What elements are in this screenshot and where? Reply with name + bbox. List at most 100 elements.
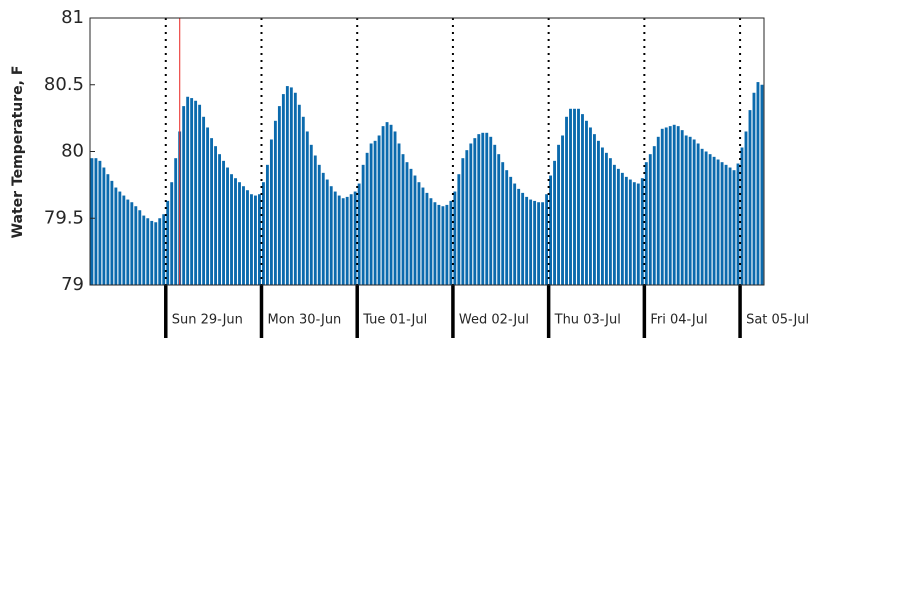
bar — [509, 176, 513, 285]
bar — [708, 154, 712, 285]
bar — [146, 218, 150, 285]
bar — [740, 147, 744, 285]
bar — [293, 92, 297, 285]
bar — [114, 187, 118, 285]
bar — [581, 114, 584, 286]
bar — [537, 202, 541, 285]
bar — [513, 183, 517, 285]
bar — [644, 162, 648, 285]
bar — [226, 167, 229, 285]
bar — [218, 154, 221, 285]
x-tick-label: Wed 02-Jul — [459, 313, 529, 328]
bar — [309, 144, 313, 285]
bar — [261, 182, 265, 285]
bar — [230, 174, 233, 285]
bar — [736, 163, 740, 285]
bar — [604, 152, 608, 285]
bar — [234, 178, 237, 285]
bar — [126, 199, 130, 285]
bar — [533, 200, 537, 285]
bar — [696, 143, 700, 285]
bar — [608, 158, 612, 285]
bar — [102, 167, 106, 285]
bar — [106, 174, 110, 285]
bar — [397, 143, 401, 285]
bar — [401, 154, 405, 285]
bar — [369, 143, 373, 285]
bar — [194, 100, 198, 286]
bar — [620, 172, 624, 285]
bar — [417, 182, 421, 285]
bar — [90, 158, 94, 285]
bar — [700, 148, 704, 285]
bar — [202, 116, 206, 285]
bar — [680, 130, 684, 285]
bar — [277, 106, 281, 285]
bar — [441, 206, 445, 285]
bar — [756, 82, 760, 285]
bar — [413, 175, 417, 285]
bar — [437, 204, 441, 285]
bar — [664, 127, 668, 285]
bar — [585, 120, 588, 285]
bar — [273, 120, 277, 285]
bar — [250, 194, 253, 285]
bar — [505, 170, 509, 285]
bar — [656, 136, 660, 285]
bar — [553, 160, 556, 285]
bar — [720, 162, 724, 285]
plot-frame — [89, 17, 765, 286]
bar — [624, 176, 628, 285]
bar — [716, 159, 720, 285]
bar — [269, 139, 273, 285]
y-tick-label: 80.5 — [44, 74, 84, 95]
bar — [329, 186, 333, 285]
bar — [421, 187, 425, 285]
bar — [130, 202, 134, 285]
bar — [222, 160, 225, 285]
bar — [349, 194, 353, 285]
bar — [242, 186, 245, 285]
bar — [596, 140, 600, 285]
bar — [481, 132, 485, 285]
bar — [210, 138, 214, 285]
y-axis-label: Water Temperature, F — [10, 66, 26, 239]
bar — [748, 110, 752, 286]
bar — [744, 131, 748, 285]
bar — [445, 204, 449, 285]
bar — [297, 104, 301, 286]
bar — [333, 191, 337, 285]
bar — [325, 179, 329, 285]
bar — [593, 134, 596, 285]
bar — [289, 87, 293, 285]
bar — [405, 162, 409, 285]
bar — [712, 156, 716, 285]
x-tick-label: Sat 05-Jul — [746, 313, 809, 328]
bar — [688, 136, 692, 285]
bar — [301, 116, 305, 285]
y-tick-label: 79 — [61, 274, 84, 295]
bar — [281, 94, 285, 285]
bar — [425, 192, 429, 285]
bar — [186, 96, 190, 285]
bar — [692, 139, 696, 285]
bar — [321, 172, 325, 285]
x-tick-label: Thu 03-Jul — [554, 313, 621, 328]
bar — [317, 164, 321, 285]
bar — [652, 146, 656, 285]
bar — [373, 140, 377, 285]
bar — [98, 160, 102, 285]
bar — [134, 206, 138, 285]
x-tick-label: Tue 01-Jul — [362, 313, 427, 328]
bar — [453, 191, 457, 285]
bar — [118, 191, 122, 285]
bar — [206, 127, 210, 285]
bar — [501, 162, 505, 285]
bar — [166, 200, 170, 285]
bar — [265, 164, 269, 285]
bar — [529, 199, 533, 285]
bar — [94, 158, 98, 285]
bar — [485, 132, 489, 285]
bar — [668, 126, 672, 285]
bar — [377, 135, 381, 285]
